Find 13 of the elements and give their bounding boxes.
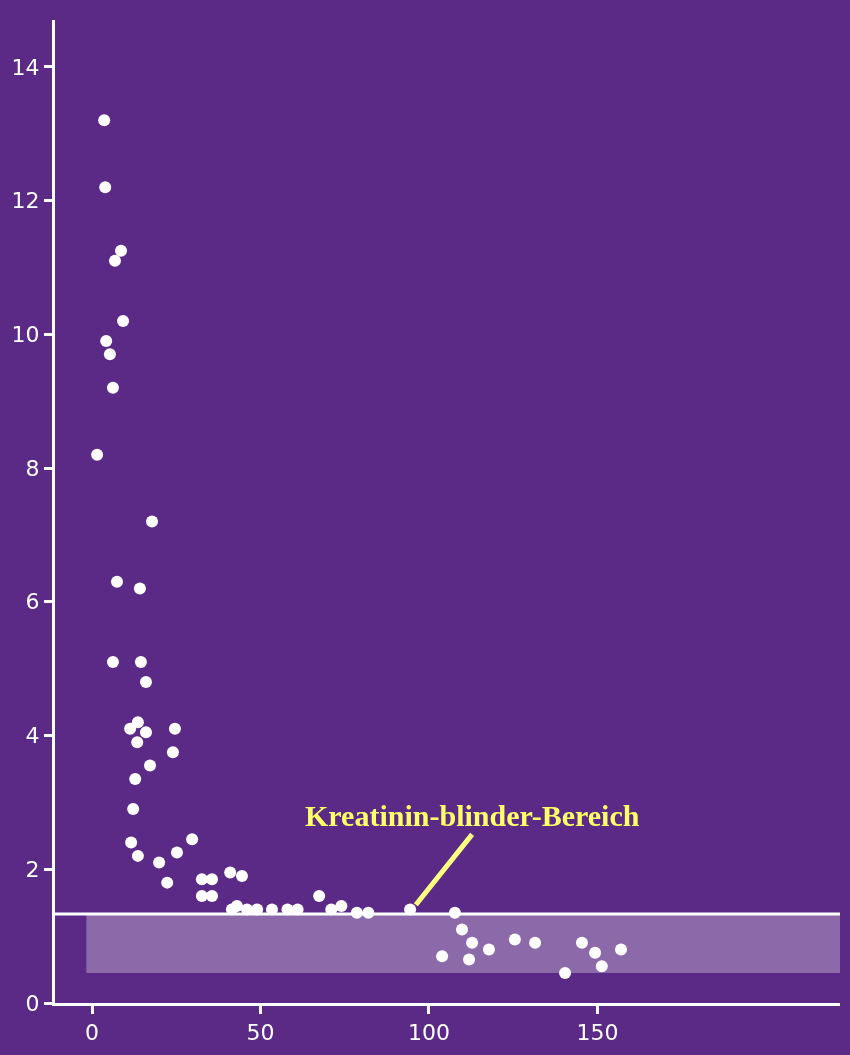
y-tick-label: 12 <box>11 188 40 214</box>
x-tick-label: 100 <box>407 1020 450 1046</box>
y-tick-label: 10 <box>11 321 40 347</box>
x-tick-label: 150 <box>576 1020 619 1046</box>
annotation: Kreatinin-blinder-Bereich <box>305 799 640 832</box>
y-tick-label: 6 <box>25 589 40 615</box>
y-tick-label: 4 <box>25 723 40 749</box>
y-tick-label: 8 <box>25 455 40 481</box>
y-tick-label: 2 <box>25 856 40 882</box>
x-tick-label: 50 <box>246 1020 275 1046</box>
y-tick-label: 14 <box>11 54 40 80</box>
x-tick-label: 0 <box>85 1020 100 1046</box>
y-tick-label: 0 <box>25 990 40 1016</box>
